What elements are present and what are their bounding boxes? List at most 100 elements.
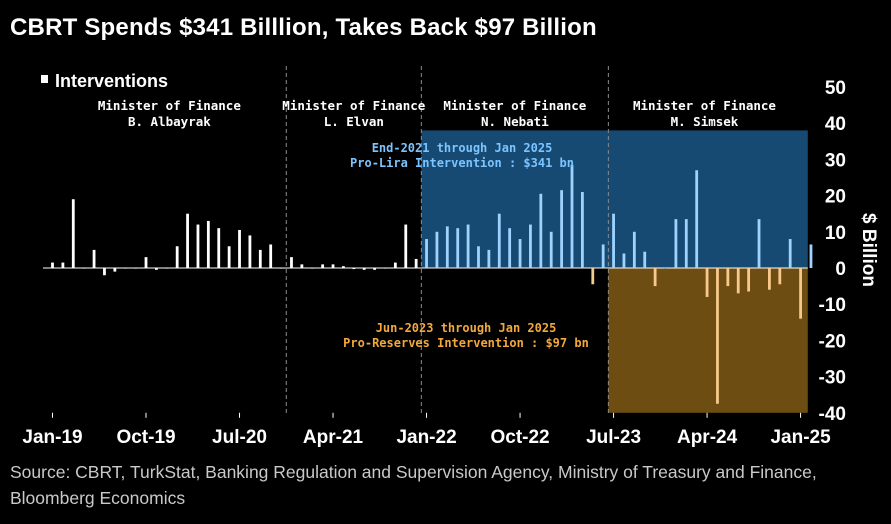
minister-name-0: B. Albayrak xyxy=(128,114,211,129)
sell-annotation-line1: Jun-2023 through Jan 2025 xyxy=(376,321,557,335)
bar-Feb-22 xyxy=(435,231,439,268)
bar-Oct-23 xyxy=(643,251,647,268)
bar-Oct-21 xyxy=(393,262,397,268)
minister-role-2: Minister of Finance xyxy=(443,98,586,113)
bar-Jan-24 xyxy=(674,219,678,268)
bar-Oct-20 xyxy=(269,244,273,268)
bar-Aug-23 xyxy=(622,253,626,268)
bar-Jan-22 xyxy=(425,239,428,268)
bar-Jun-22 xyxy=(477,246,480,268)
bar-Aug-24 xyxy=(747,268,751,292)
bar-Aug-22 xyxy=(497,213,501,268)
bar-Nov-24 xyxy=(778,268,782,285)
bar-undefined xyxy=(809,244,813,268)
bar-May-20 xyxy=(217,228,221,268)
x-tick-label-6: Jul-23 xyxy=(586,427,641,448)
bar-May-21 xyxy=(342,266,345,268)
bar-Jul-22 xyxy=(487,249,491,268)
y-tick-label-5: 0 xyxy=(835,259,846,280)
bar-Jan-21 xyxy=(300,264,304,268)
buy-annotation-line1: End-2021 through Jan 2025 xyxy=(372,141,553,155)
bar-May-24 xyxy=(716,268,719,404)
x-axis-ticks: Jan-19 Oct-19 Jul-20 Apr-21 Jan-22 Oct-22 Jul-… xyxy=(22,412,831,448)
minister-name-1: L. Elvan xyxy=(324,114,384,129)
y-tick-label-1: 40 xyxy=(825,114,846,135)
bar-Oct-19 xyxy=(144,257,148,268)
legend-swatch xyxy=(41,75,48,83)
bar-Dec-23 xyxy=(664,268,667,269)
bar-Feb-20 xyxy=(186,213,189,268)
bar-Apr-22 xyxy=(456,228,460,268)
bar-Feb-23 xyxy=(560,190,564,268)
y-tick-label-2: 30 xyxy=(825,150,846,171)
x-tick-label-2: Jul-20 xyxy=(212,427,267,448)
bar-Jun-20 xyxy=(227,246,231,268)
minister-role-0: Minister of Finance xyxy=(98,98,241,113)
bar-Jan-25 xyxy=(799,268,802,319)
bar-series xyxy=(51,164,813,404)
bar-Aug-20 xyxy=(248,235,252,268)
minister-name-2: N. Nebati xyxy=(481,114,549,129)
legend: Interventions xyxy=(41,71,168,91)
x-tick-label-7: Apr-24 xyxy=(677,427,738,448)
y-axis-label: $ Billion xyxy=(858,213,879,287)
y-tick-label-6: -10 xyxy=(819,295,846,316)
minister-dividers xyxy=(285,66,609,415)
bar-May-23 xyxy=(591,268,595,285)
bar-Nov-23 xyxy=(653,268,657,287)
x-tick-label-0: Jan-19 xyxy=(22,427,82,448)
bar-Dec-20 xyxy=(290,257,293,268)
bar-Nov-20 xyxy=(279,268,283,269)
bar-May-19 xyxy=(92,249,96,268)
x-tick-label-3: Apr-21 xyxy=(303,427,364,448)
bar-Apr-20 xyxy=(206,220,210,268)
bar-Nov-21 xyxy=(404,224,408,268)
x-tick-label-5: Oct-22 xyxy=(490,427,549,448)
buy-annotation-line2: Pro-Lira Intervention : $341 bn xyxy=(350,156,574,170)
bar-Feb-21 xyxy=(310,268,314,269)
bar-Mar-20 xyxy=(196,224,200,268)
bar-Sep-20 xyxy=(258,249,262,268)
bar-Feb-24 xyxy=(684,219,688,268)
x-tick-label-8: Jan-25 xyxy=(770,427,831,448)
bar-Sep-22 xyxy=(508,228,512,268)
bar-Sep-21 xyxy=(383,268,387,269)
bar-Mar-21 xyxy=(321,264,325,268)
bar-Jun-24 xyxy=(726,268,730,287)
bar-Jul-21 xyxy=(362,268,366,270)
bar-Aug-21 xyxy=(373,268,376,270)
bar-Feb-19 xyxy=(61,262,65,268)
y-tick-label-7: -20 xyxy=(819,331,846,352)
y-tick-label-4: 10 xyxy=(825,223,846,244)
bar-Apr-24 xyxy=(705,268,709,297)
bar-Jul-24 xyxy=(736,268,740,294)
bar-Mar-22 xyxy=(445,226,449,268)
bar-Sep-23 xyxy=(632,231,636,268)
y-tick-label-8: -30 xyxy=(819,368,846,389)
y-axis-ticks: 50 40 30 20 10 0 -10 -20 -30 -40 xyxy=(819,78,846,425)
bar-Mar-24 xyxy=(695,170,699,268)
chart-title: CBRT Spends $341 Billlion, Takes Back $9… xyxy=(10,14,597,41)
bar-Dec-19 xyxy=(165,268,169,269)
bar-Dec-21 xyxy=(414,258,418,268)
bar-Jun-21 xyxy=(352,268,356,270)
bar-Jan-20 xyxy=(175,246,179,268)
bar-Jul-23 xyxy=(612,213,615,268)
bar-Dec-22 xyxy=(539,193,543,268)
minister-role-1: Minister of Finance xyxy=(282,98,425,113)
bar-May-22 xyxy=(466,224,470,268)
bar-Nov-22 xyxy=(529,224,532,268)
minister-name-3: M. Simsek xyxy=(671,114,739,129)
bar-Apr-23 xyxy=(580,191,584,268)
bar-Jun-19 xyxy=(103,268,106,276)
source-note: Source: CBRT, TurkStat, Banking Regulati… xyxy=(10,462,817,508)
period-shades xyxy=(421,130,808,413)
y-tick-label-9: -40 xyxy=(819,404,846,425)
bar-Nov-19 xyxy=(155,268,158,270)
bar-Aug-19 xyxy=(123,268,127,269)
bar-Oct-22 xyxy=(518,239,522,268)
x-tick-label-4: Jan-22 xyxy=(396,427,456,448)
